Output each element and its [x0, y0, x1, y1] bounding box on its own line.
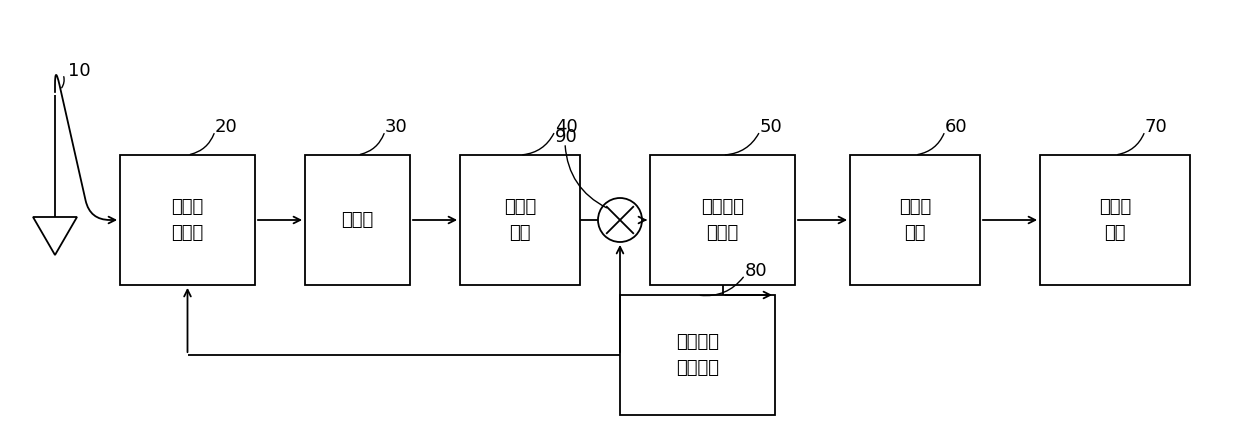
Text: 自动增益
控制单元: 自动增益 控制单元 — [676, 333, 719, 377]
Bar — [120, 155, 255, 285]
Text: 10: 10 — [68, 62, 91, 80]
Bar — [650, 155, 795, 285]
Text: 低噪声
放大器: 低噪声 放大器 — [171, 198, 203, 242]
Text: 模拟滤
波器: 模拟滤 波器 — [503, 198, 536, 242]
Bar — [305, 155, 410, 285]
Bar — [1040, 155, 1190, 285]
Text: 80: 80 — [745, 262, 768, 280]
Text: 40: 40 — [556, 118, 578, 136]
Bar — [849, 155, 980, 285]
Text: 70: 70 — [1145, 118, 1168, 136]
Text: 混频器: 混频器 — [341, 211, 373, 229]
Text: 90: 90 — [556, 128, 578, 146]
Text: 50: 50 — [760, 118, 782, 136]
Text: 60: 60 — [945, 118, 967, 136]
Bar — [460, 155, 580, 285]
Polygon shape — [33, 217, 77, 255]
Text: 30: 30 — [384, 118, 408, 136]
Text: 数字解
码器: 数字解 码器 — [1099, 198, 1131, 242]
Bar — [620, 295, 775, 415]
Text: 模拟数字
转换器: 模拟数字 转换器 — [701, 198, 744, 242]
Text: 20: 20 — [215, 118, 238, 136]
Text: 数字滤
波器: 数字滤 波器 — [899, 198, 931, 242]
